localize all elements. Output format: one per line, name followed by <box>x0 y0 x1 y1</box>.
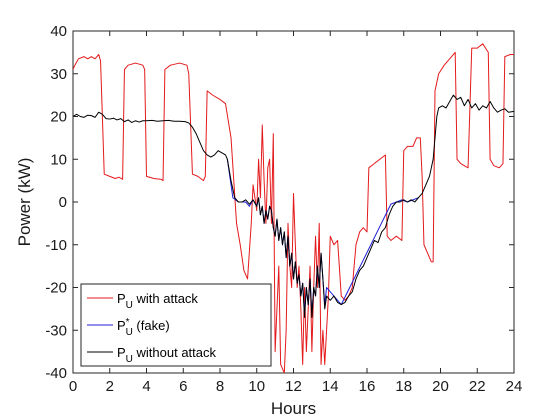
y-tick-label: -30 <box>45 322 67 339</box>
x-tick-label: 4 <box>142 378 150 395</box>
x-tick-label: 20 <box>432 378 449 395</box>
y-tick-label: 0 <box>59 194 67 211</box>
x-axis-label: Hours <box>271 399 316 418</box>
y-tick-label: 20 <box>50 109 67 126</box>
legend-entry-1: P* U (fake) <box>117 317 170 338</box>
x-tick-label: 14 <box>322 378 339 395</box>
x-tick-label: 6 <box>179 378 187 395</box>
x-tick-label: 22 <box>469 378 486 395</box>
y-tick-label: -40 <box>45 365 67 382</box>
x-tick-label: 10 <box>248 378 265 395</box>
axis-ticks: 0 2 4 6 8 10 12 14 16 18 20 22 24-40-30-20-100102030… <box>45 23 522 395</box>
y-tick-label: -10 <box>45 237 67 254</box>
y-tick-label: -20 <box>45 280 67 297</box>
x-tick-label: 2 <box>106 378 114 395</box>
series-line-0 <box>73 43 514 373</box>
legend-entry-2: PU without attack <box>117 345 217 365</box>
legend: PU with attack P* U (fake) PU without attac… <box>80 283 272 367</box>
x-tick-label: 8 <box>216 378 224 395</box>
x-tick-label: 24 <box>506 378 523 395</box>
legend-entry-0: PU with attack <box>117 291 198 311</box>
series-layer <box>73 43 514 373</box>
x-tick-label: 12 <box>285 378 302 395</box>
x-tick-label: 18 <box>395 378 412 395</box>
series-line-2 <box>73 94 514 318</box>
y-tick-label: 10 <box>50 151 67 168</box>
x-tick-label: 0 <box>69 378 77 395</box>
x-tick-label: 16 <box>359 378 376 395</box>
y-axis-label: Power (kW) <box>15 158 34 247</box>
y-tick-label: 30 <box>50 66 67 83</box>
y-tick-label: 40 <box>50 23 67 40</box>
